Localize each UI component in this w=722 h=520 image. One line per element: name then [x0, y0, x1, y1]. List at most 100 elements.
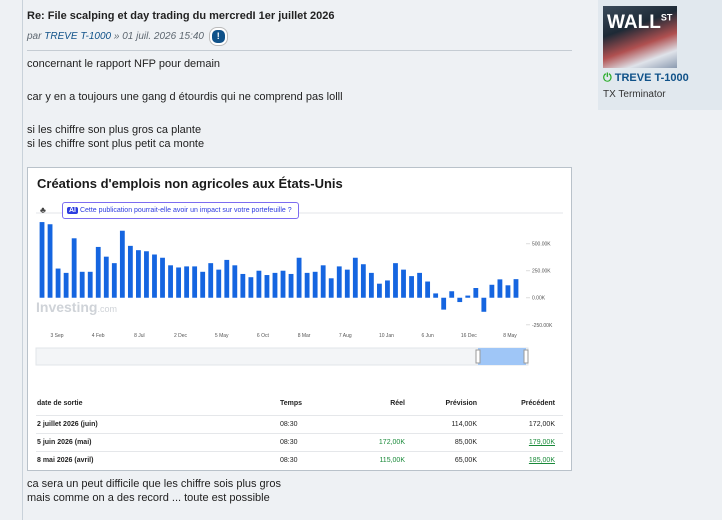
row-separator: [36, 415, 563, 416]
table-cell: Précédent: [521, 400, 555, 407]
by: par: [27, 31, 42, 42]
watermark-main: Investing: [36, 299, 98, 315]
x-tick-label: 8 May: [503, 333, 517, 339]
bar: [240, 273, 246, 298]
table-cell: 65,00K: [454, 457, 477, 464]
post-meta: par TREVE T-1000 » 01 juil. 2026 15:40 !: [27, 28, 227, 45]
text-line: concernant le rapport NFP pour demain: [27, 58, 221, 70]
bar: [368, 272, 374, 298]
avatar-word: WALL: [607, 12, 661, 33]
table-cell[interactable]: 179,00K: [528, 439, 555, 446]
text-line: si les chiffre sont plus petit ca monte: [27, 138, 205, 150]
bar: [304, 272, 310, 298]
table-cell: date de sortie: [37, 400, 83, 407]
table-cell: 114,00K: [451, 421, 477, 428]
watermark: Investing.com: [36, 299, 117, 315]
text-line: si les chiffre son plus gros ca plante: [27, 124, 202, 136]
table-cell: 8 mai 2026 (avril): [37, 457, 94, 464]
bar: [336, 266, 342, 298]
table-cell: 85,00K: [454, 439, 477, 446]
x-tick-label: 2 Dec: [174, 333, 188, 339]
bar: [160, 257, 165, 298]
watermark-sub: .com: [97, 304, 117, 314]
avatar-text: WALLST: [607, 12, 672, 34]
bar: [256, 270, 262, 298]
bar: [312, 271, 318, 298]
bar: [497, 279, 503, 298]
x-tick-label: 3 Sep: [50, 333, 63, 339]
table-cell: 2 juillet 2026 (juin): [37, 421, 98, 428]
post-title[interactable]: Re: File scalping et day trading du merc…: [27, 10, 335, 22]
row-separator: [36, 451, 563, 452]
bar: [344, 269, 350, 298]
bar: [360, 264, 366, 298]
bar: [71, 238, 77, 298]
post-date: » 01 juil. 2026 15:40: [113, 31, 204, 42]
info-button[interactable]: !: [209, 28, 227, 45]
bar: [272, 272, 278, 298]
x-tick-label: 7 Aug: [339, 333, 352, 339]
avatar[interactable]: WALLST: [603, 6, 677, 68]
bar: [119, 230, 125, 298]
bar: [505, 285, 511, 298]
bar: [433, 293, 439, 298]
x-tick-label: 6 Oct: [257, 333, 270, 339]
post: [22, 0, 595, 520]
profile-rank: TX Terminator: [603, 89, 666, 100]
author-link[interactable]: TREVE T-1000: [44, 31, 112, 42]
table-cell: Réel: [390, 400, 405, 407]
x-tick-label: 8 Mar: [298, 333, 311, 339]
bar: [55, 268, 61, 298]
table-cell[interactable]: 185,00K: [528, 457, 555, 464]
icon: ♣: [40, 205, 46, 215]
bar: [417, 272, 422, 298]
bar: [63, 272, 69, 298]
bar: [79, 271, 85, 298]
bar: [192, 266, 198, 298]
profile-name[interactable]: ⏻ TREVE T-1000: [603, 72, 689, 84]
bar: [39, 222, 45, 298]
table-cell: Temps: [280, 400, 303, 407]
bar: [393, 263, 398, 298]
bar: [288, 273, 294, 298]
bar: [176, 267, 181, 298]
bar: [425, 281, 431, 298]
range-handle: [523, 349, 529, 364]
range-selection: [478, 348, 526, 365]
text-line: car y en a toujours une gang d étourdis …: [27, 91, 343, 103]
bar: [489, 284, 495, 298]
bar: [144, 251, 149, 298]
bar: [47, 224, 53, 298]
x-tick-label: 10 Jan: [379, 333, 394, 339]
bar: [136, 250, 141, 298]
range-handle: [475, 349, 481, 364]
text-line: ca sera un peut difficile que les chiffr…: [27, 478, 281, 490]
bar: [95, 246, 101, 298]
row-separator: [36, 433, 563, 434]
table-cell: 115,00K: [379, 457, 405, 464]
profile: WALLST ⏻ TREVE T-1000 TX Terminator: [598, 0, 722, 110]
bar: [320, 265, 326, 298]
impact-button[interactable]: AI Cette publication pourrait-elle avoir…: [62, 202, 299, 219]
x-tick-label: 4 Feb: [92, 333, 105, 339]
table-cell: Prévision: [445, 400, 477, 407]
avatar-sup: ST: [660, 12, 673, 23]
bar: [409, 276, 414, 298]
bar: [111, 263, 117, 298]
bar: [465, 295, 471, 298]
bar: [385, 280, 390, 298]
bar: [328, 278, 334, 298]
bar: [168, 265, 173, 298]
bar: [352, 257, 358, 298]
bar: [449, 291, 455, 298]
x-tick-label: 5 May: [215, 333, 229, 339]
table-cell: 5 juin 2026 (mai): [37, 439, 92, 446]
bar: [127, 245, 133, 298]
separator: [27, 50, 572, 51]
bar: [264, 275, 270, 298]
chart-title: Créations d'emplois non agricoles aux Ét…: [37, 176, 343, 191]
bar: [184, 266, 190, 298]
table-cell: 08:30: [280, 439, 298, 446]
table-cell: 172,00K: [528, 421, 555, 428]
